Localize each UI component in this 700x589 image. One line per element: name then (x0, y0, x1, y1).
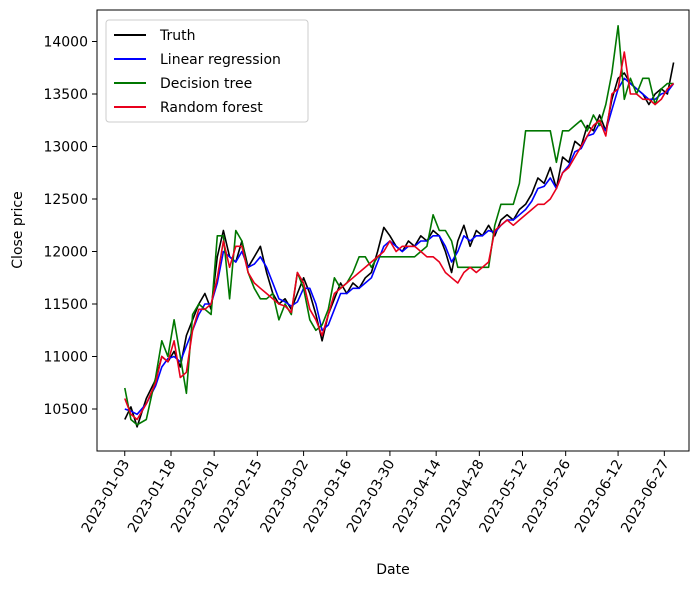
legend: Truth Linear regression Decision tree Rando… (105, 19, 309, 123)
y-axis: 10500 11000 11500 12000 12500 13000 13500 14000 (43, 35, 97, 418)
legend-label: Random forest (160, 100, 263, 116)
y-tick-label: 10500 (43, 402, 88, 418)
axes-frame (96, 9, 690, 452)
series-line-3 (124, 51, 675, 421)
y-tick-label: 11000 (43, 350, 88, 366)
series-line-2 (124, 25, 674, 426)
legend-label: Linear regression (160, 52, 281, 68)
legend-label: Truth (159, 28, 196, 44)
legend-box (105, 19, 309, 123)
y-tick-label: 11500 (43, 297, 88, 313)
y-tick-label: 12500 (43, 192, 88, 208)
y-tick-label: 13000 (43, 140, 88, 156)
y-tick-label: 12000 (43, 245, 88, 261)
y-tick-label: 14000 (43, 35, 88, 51)
legend-label: Decision tree (160, 76, 252, 92)
y-tick-label: 13500 (43, 87, 88, 103)
x-axis-label: Date (376, 562, 409, 578)
plot-lines (124, 25, 675, 428)
y-axis-label: Close price (10, 191, 26, 268)
